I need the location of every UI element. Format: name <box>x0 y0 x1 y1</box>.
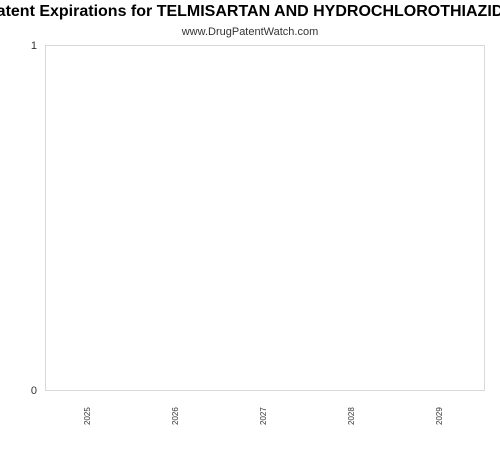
y-axis: 01 <box>31 40 37 397</box>
y-tick-label: 0 <box>31 385 37 397</box>
x-axis: 2025 2026 2027 2028 2029 <box>83 407 444 425</box>
x-tick-label: 2025 <box>83 407 92 425</box>
x-tick-label: 2029 <box>435 407 444 425</box>
x-tick-label: 2026 <box>171 407 180 425</box>
x-tick-label: 2027 <box>259 407 268 425</box>
y-tick-label: 1 <box>31 40 37 52</box>
x-tick-label: 2028 <box>347 407 356 425</box>
plot-area <box>46 46 485 391</box>
